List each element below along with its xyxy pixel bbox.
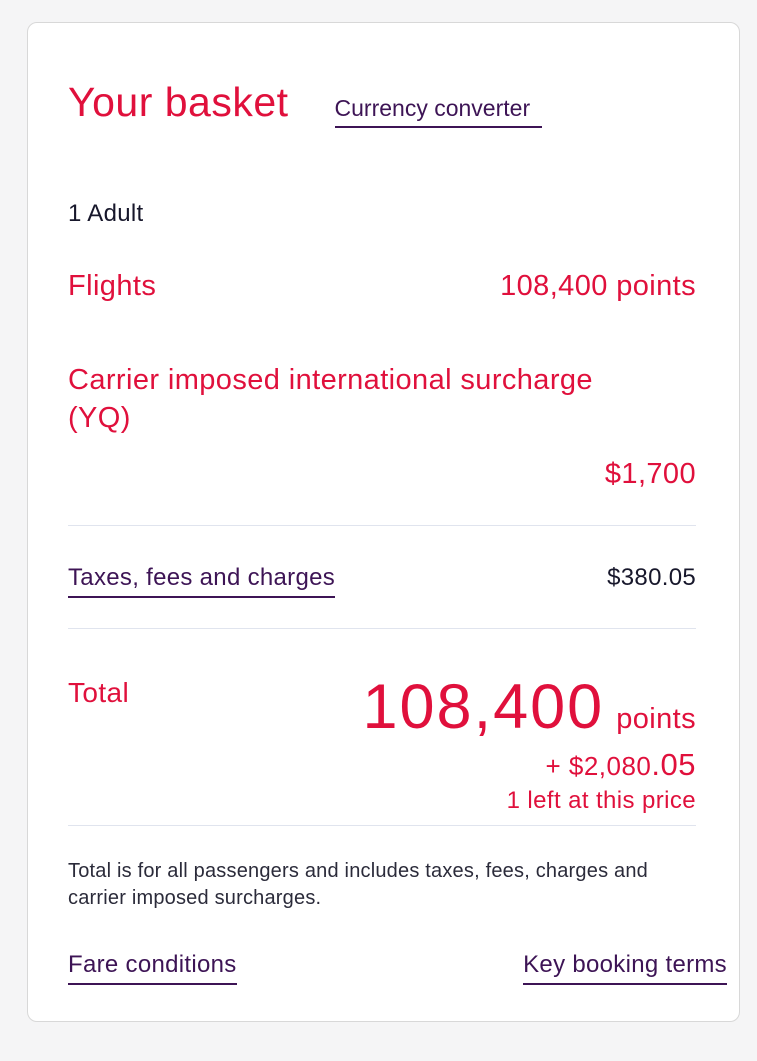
total-label: Total: [68, 676, 130, 708]
divider: [68, 524, 696, 526]
total-points-value: 108,400: [362, 671, 605, 742]
flights-label: Flights: [68, 270, 157, 302]
flights-points-value: 108,400 points: [500, 270, 696, 302]
fare-conditions-link[interactable]: Fare conditions: [68, 951, 237, 985]
key-booking-terms-link[interactable]: Key booking terms: [523, 951, 727, 985]
total-points-line: 108,400 points: [362, 671, 696, 743]
flights-row: Flights 108,400 points: [68, 270, 696, 303]
surcharge-amount: $1,700: [604, 457, 696, 490]
surcharge-label: Carrier imposed international surcharge …: [68, 364, 593, 435]
divider: [68, 824, 696, 826]
total-disclaimer: Total is for all passengers and includes…: [68, 859, 648, 910]
surcharge-section: Carrier imposed international surcharge …: [68, 361, 696, 491]
taxes-row: Taxes, fees and charges $380.05: [68, 564, 696, 598]
total-section: Total 108,400 points + $2,080.05 1 left …: [68, 671, 696, 815]
passenger-count: 1 Adult: [68, 200, 144, 227]
availability-note: 1 left at this price: [506, 786, 696, 814]
taxes-amount: $380.05: [607, 563, 696, 591]
taxes-fees-charges-link[interactable]: Taxes, fees and charges: [68, 564, 336, 598]
divider: [68, 627, 696, 629]
page-title: Your basket: [68, 79, 289, 125]
total-cash-line: + $2,080.05: [362, 747, 696, 783]
total-cash-cents: .05: [651, 746, 696, 782]
total-values: 108,400 points + $2,080.05 1 left at thi…: [362, 671, 696, 815]
basket-header: Your basket Currency converter: [68, 79, 696, 128]
basket-card: Your basket Currency converter 1 Adult F…: [27, 22, 740, 1022]
currency-converter-link[interactable]: Currency converter: [334, 95, 543, 128]
footer-links: Fare conditions Key booking terms: [68, 951, 727, 985]
total-points-unit: points: [616, 702, 696, 735]
total-cash-amount: + $2,080: [545, 750, 652, 781]
